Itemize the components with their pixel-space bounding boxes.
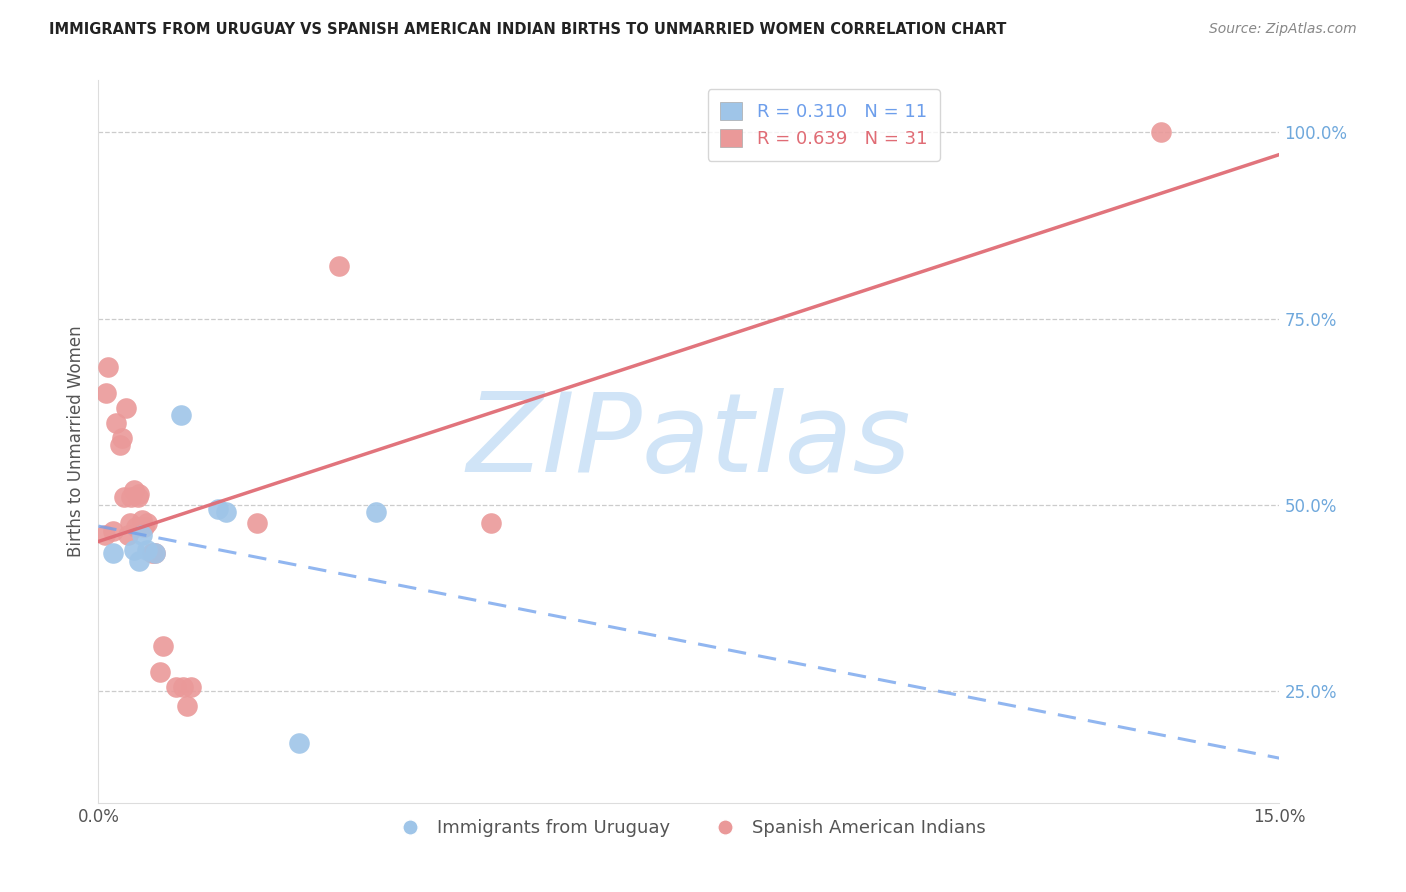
- Point: [207, 501, 229, 516]
- Point: [122, 483, 145, 497]
- Y-axis label: Births to Unmarried Women: Births to Unmarried Women: [66, 326, 84, 558]
- Point: [128, 486, 150, 500]
- Point: [128, 554, 150, 568]
- Point: [165, 681, 187, 695]
- Text: Source: ZipAtlas.com: Source: ZipAtlas.com: [1209, 22, 1357, 37]
- Point: [143, 546, 166, 560]
- Point: [131, 513, 153, 527]
- Point: [141, 546, 163, 560]
- Point: [121, 491, 143, 505]
- Point: [176, 698, 198, 713]
- Text: ZIPatlas: ZIPatlas: [467, 388, 911, 495]
- Point: [112, 491, 135, 505]
- Point: [152, 640, 174, 654]
- Point: [479, 516, 502, 531]
- Point: [328, 260, 350, 274]
- Point: [143, 546, 166, 560]
- Text: IMMIGRANTS FROM URUGUAY VS SPANISH AMERICAN INDIAN BIRTHS TO UNMARRIED WOMEN COR: IMMIGRANTS FROM URUGUAY VS SPANISH AMERI…: [49, 22, 1007, 37]
- Point: [136, 542, 159, 557]
- Point: [96, 386, 118, 401]
- Point: [93, 527, 115, 541]
- Legend: Immigrants from Uruguay, Spanish American Indians: Immigrants from Uruguay, Spanish America…: [385, 812, 993, 845]
- Point: [215, 505, 238, 519]
- Point: [136, 516, 159, 531]
- Point: [97, 359, 120, 374]
- Point: [364, 505, 387, 519]
- Point: [149, 665, 172, 680]
- Point: [131, 527, 153, 541]
- Point: [246, 516, 269, 531]
- Point: [111, 431, 134, 445]
- Point: [110, 438, 132, 452]
- Point: [288, 736, 311, 750]
- Point: [122, 542, 145, 557]
- Point: [104, 416, 127, 430]
- Point: [132, 520, 155, 534]
- Point: [1150, 125, 1173, 139]
- Point: [127, 491, 149, 505]
- Point: [170, 409, 193, 423]
- Point: [172, 681, 194, 695]
- Point: [117, 527, 139, 541]
- Point: [180, 681, 202, 695]
- Point: [125, 520, 148, 534]
- Point: [118, 516, 141, 531]
- Point: [115, 401, 138, 415]
- Point: [101, 524, 124, 538]
- Point: [101, 546, 124, 560]
